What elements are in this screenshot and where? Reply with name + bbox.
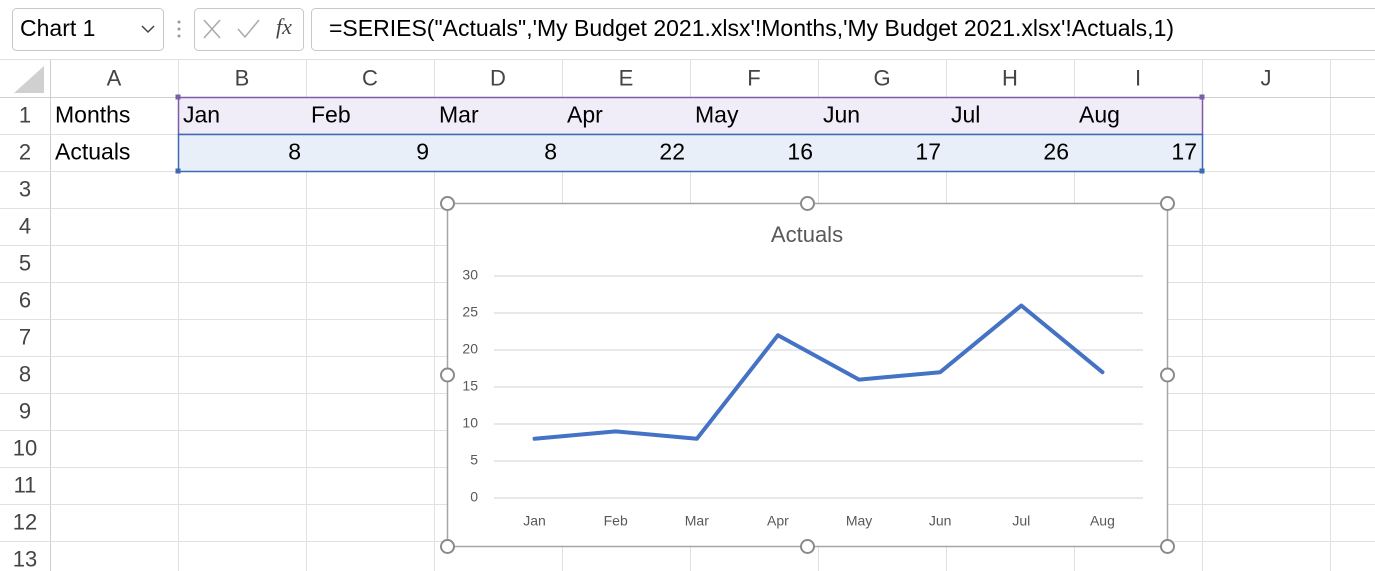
formula-input[interactable] [311, 8, 1375, 51]
x-tick-label: Jul [1012, 513, 1030, 529]
column-header[interactable]: I [1135, 65, 1141, 90]
chart-title: Actuals [771, 222, 843, 247]
resize-handle[interactable] [800, 196, 815, 211]
cell-text[interactable]: 22 [659, 139, 685, 165]
cell-text[interactable]: Feb [311, 102, 351, 128]
column-header[interactable]: D [490, 65, 506, 90]
name-box[interactable] [12, 8, 164, 51]
cell-text[interactable]: May [695, 102, 739, 128]
column-header[interactable]: F [747, 65, 760, 90]
row-header[interactable]: 4 [19, 213, 31, 238]
cell-text[interactable]: 16 [787, 139, 813, 165]
cell-text[interactable]: 8 [288, 139, 301, 165]
y-tick-label: 10 [462, 415, 478, 431]
cell-text[interactable]: 17 [1171, 139, 1197, 165]
row-header[interactable]: 11 [14, 472, 37, 497]
y-tick-label: 20 [462, 341, 478, 357]
row-header[interactable]: 3 [19, 176, 31, 201]
range-highlight [177, 133, 1204, 173]
cell-text[interactable]: Apr [567, 102, 603, 128]
resize-handle[interactable] [1160, 367, 1175, 383]
x-tick-label: Feb [604, 513, 628, 529]
chart-area [446, 202, 1169, 548]
cell-text[interactable]: Jun [823, 102, 860, 128]
range-handle[interactable] [175, 94, 181, 100]
cell-text[interactable]: 26 [1043, 139, 1069, 165]
cell-text[interactable]: 17 [915, 139, 941, 165]
formula-text: =SERIES("Actuals",'My Budget 2021.xlsx'!… [329, 15, 1174, 41]
column-header[interactable]: C [362, 65, 378, 90]
cell-text[interactable]: Actuals [55, 139, 130, 165]
cell-text[interactable]: 9 [416, 139, 429, 165]
row-header[interactable]: 6 [19, 287, 31, 312]
x-tick-label: Apr [767, 513, 789, 529]
row-header[interactable]: 13 [13, 546, 37, 571]
x-tick-label: Mar [685, 513, 709, 529]
row-header[interactable]: 12 [13, 509, 37, 534]
cell-text[interactable]: Jul [951, 102, 980, 128]
resize-handle[interactable] [1160, 539, 1175, 554]
resize-handle[interactable] [800, 539, 815, 554]
select-all[interactable] [14, 66, 44, 93]
column-header[interactable]: H [1002, 65, 1018, 90]
row-header[interactable]: 10 [13, 435, 37, 460]
formula-buttons [194, 8, 304, 51]
row-header[interactable]: 9 [19, 398, 31, 423]
cell-text[interactable]: Aug [1079, 102, 1120, 128]
name-box-dropdown[interactable] [141, 25, 155, 34]
cell-text[interactable]: 8 [544, 139, 557, 165]
row-header[interactable]: 5 [19, 250, 31, 275]
x-tick-label: Aug [1090, 513, 1115, 529]
cancel-button[interactable] [203, 19, 221, 39]
row-header[interactable]: 1 [19, 102, 31, 127]
x-tick-label: May [846, 513, 872, 529]
resize-handle[interactable] [440, 367, 455, 383]
insert-function-button[interactable]: fx [276, 14, 292, 39]
y-tick-label: 5 [470, 452, 478, 468]
cell-text[interactable]: Mar [439, 102, 479, 128]
separator-dots [177, 20, 181, 38]
y-tick-label: 0 [470, 489, 478, 505]
resize-handle[interactable] [1160, 196, 1175, 211]
row-header[interactable]: 7 [19, 324, 31, 349]
y-tick-label: 25 [462, 304, 478, 320]
enter-button[interactable] [237, 19, 260, 39]
chart[interactable]: Actuals 0 5 10 15 20 25 30 Jan Feb Mar Apr May Jun Jul… [440, 196, 1175, 554]
x-tick-label: Jan [523, 513, 546, 529]
column-header-bar [0, 60, 1375, 97]
column-header[interactable]: E [619, 65, 634, 90]
range-handle[interactable] [175, 168, 181, 174]
name-box-text: Chart 1 [20, 15, 95, 41]
y-tick-label: 15 [462, 378, 478, 394]
resize-handle[interactable] [440, 539, 455, 554]
row-header[interactable]: 8 [19, 361, 31, 386]
x-tick-label: Jun [929, 513, 952, 529]
cell-text[interactable]: Jan [183, 102, 220, 128]
column-header[interactable]: A [107, 65, 122, 90]
range-handle[interactable] [1199, 168, 1205, 174]
column-header[interactable]: J [1261, 65, 1272, 90]
range-handle[interactable] [1199, 94, 1205, 100]
column-header[interactable]: B [235, 65, 250, 90]
range-highlight [177, 96, 1204, 136]
row-header[interactable]: 2 [19, 139, 31, 164]
cell-text[interactable]: Months [55, 102, 130, 128]
y-tick-label: 30 [462, 267, 478, 283]
data-line [532, 303, 1105, 441]
column-header[interactable]: G [873, 65, 890, 90]
resize-handle[interactable] [440, 196, 455, 211]
